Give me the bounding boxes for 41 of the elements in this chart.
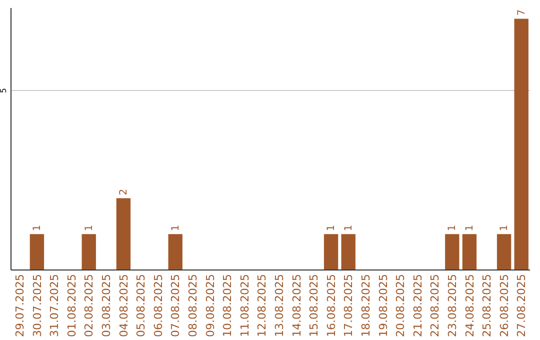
x-tick-label: 17.08.2025 [342,274,356,337]
x-tick-label: 22.08.2025 [428,274,442,337]
x-tick-label: 15.08.2025 [308,274,321,337]
x-tick-label: 27.08.2025 [515,274,528,337]
x-tick-label: 03.08.2025 [100,274,113,337]
x-tick-label: 01.08.2025 [65,274,78,337]
data-label: 7 [516,9,528,16]
x-tick-label: 21.08.2025 [411,274,424,337]
x-tick-label: 23.08.2025 [446,274,459,337]
x-tick-label: 14.08.2025 [290,274,304,337]
x-tick-label: 30.07.2025 [30,274,44,337]
data-label: 1 [84,224,95,232]
data-label: 1 [326,224,338,232]
x-tick-label: 05.08.2025 [134,274,148,337]
x-tick-label: 26.08.2025 [498,274,511,337]
x-tick-label: 09.08.2025 [204,274,217,337]
x-tick-label: 18.08.2025 [360,274,372,337]
x-tick-label: 08.08.2025 [186,274,200,337]
data-label: 2 [118,188,130,196]
x-tick-label: 13.08.2025 [273,274,286,337]
x-tick-label: 07.08.2025 [169,274,182,337]
x-tick-label: 20.08.2025 [394,274,408,337]
data-label: 1 [170,224,182,232]
data-label: 1 [32,224,43,232]
y-tick-label: 5 [0,88,8,94]
x-tick-label: 16.08.2025 [324,274,338,337]
x-tick-label: 06.08.2025 [152,274,165,337]
x-tick-label: 19.08.2025 [376,274,390,337]
x-tick-label: 31.07.2025 [48,274,62,337]
x-tick-label: 11.08.2025 [238,274,252,337]
x-tick-label: 02.08.2025 [82,274,96,337]
data-label: 1 [464,224,476,232]
x-tick-label: 25.08.2025 [480,274,494,337]
x-tick-label: 12.08.2025 [256,274,269,337]
data-label: 1 [447,224,458,232]
x-tick-label: 29.07.2025 [14,274,26,337]
x-tick-label: 04.08.2025 [117,274,130,337]
data-label: 1 [499,224,510,232]
x-tick-label: 10.08.2025 [221,274,234,337]
x-tick-label: 24.08.2025 [463,274,476,337]
data-label: 1 [343,224,354,232]
